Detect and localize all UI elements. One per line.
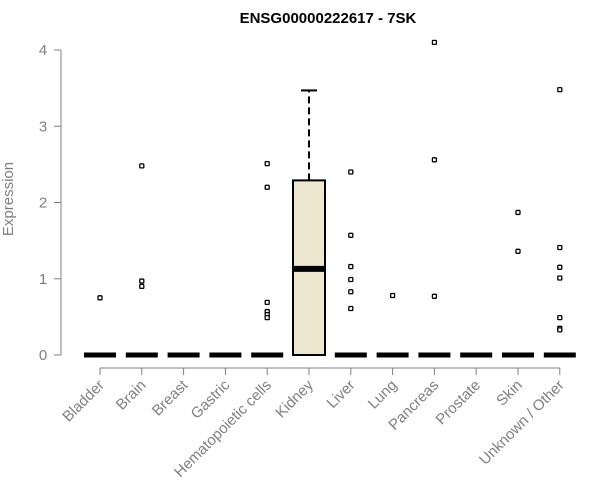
outlier-point: [348, 289, 354, 295]
x-tick-label: Prostate: [432, 377, 484, 429]
outlier-point: [557, 275, 563, 281]
outlier-point: [431, 39, 438, 46]
outlier-point: [557, 87, 563, 93]
x-tick-label: Skin: [493, 377, 526, 410]
outlier-point: [97, 295, 103, 301]
outlier-point: [557, 264, 563, 270]
chart-title: ENSG00000222617 - 7SK: [240, 10, 417, 27]
box-5: [292, 89, 326, 356]
outlier-point: [264, 160, 270, 167]
y-axis: 0 1 2 3 4: [39, 42, 62, 364]
y-tick-label: 2: [39, 195, 47, 212]
x-tick-label: Liver: [324, 377, 359, 412]
outlier-point: [348, 169, 354, 175]
x-tick-label: Kidney: [272, 376, 317, 421]
outlier-point: [139, 283, 145, 290]
outlier-series: [97, 39, 563, 333]
outlier-point: [431, 157, 438, 163]
x-tick-label: Brain: [113, 377, 150, 414]
outlier-point: [515, 209, 521, 216]
y-axis-label: Expression: [0, 162, 17, 236]
outlier-point: [557, 244, 563, 251]
outlier-point: [348, 232, 354, 238]
y-tick-label: 0: [39, 347, 47, 364]
y-tick-label: 1: [39, 271, 47, 288]
outlier-point: [264, 299, 270, 306]
outlier-point: [264, 184, 270, 190]
outlier-point: [557, 327, 563, 333]
outlier-point: [139, 163, 145, 169]
outlier-point: [515, 248, 521, 254]
outlier-point: [348, 305, 354, 312]
outlier-point: [139, 278, 145, 284]
y-tick-label: 4: [39, 42, 47, 59]
outlier-point: [348, 276, 354, 283]
x-tick-label: Bladder: [59, 377, 108, 426]
y-tick-label: 3: [39, 118, 47, 135]
outlier-point: [389, 292, 396, 299]
x-tick-label: Breast: [149, 376, 192, 419]
outlier-point: [348, 263, 354, 270]
outlier-point: [431, 293, 438, 299]
box-series: [84, 89, 576, 358]
x-tick-label: Lung: [365, 377, 401, 413]
outlier-point: [557, 314, 563, 321]
outlier-point: [264, 314, 270, 321]
